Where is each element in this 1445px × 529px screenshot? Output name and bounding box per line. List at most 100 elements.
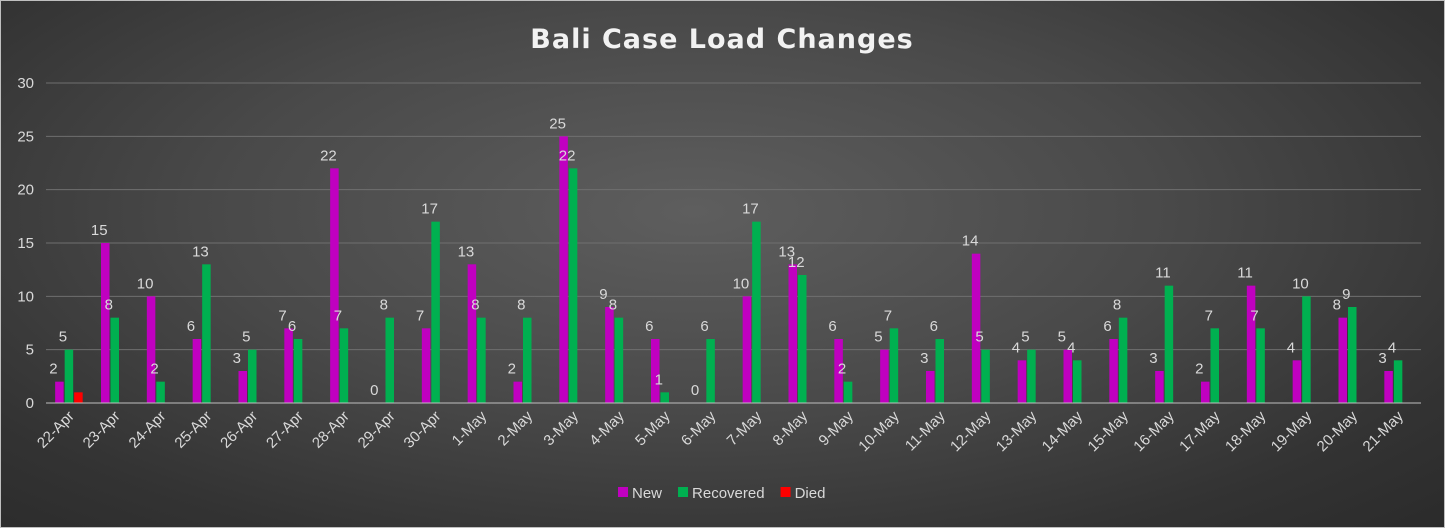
x-tick-label: 18-May — [1222, 407, 1270, 455]
data-label: 2 — [49, 361, 57, 378]
data-label: 7 — [334, 307, 342, 324]
data-label: 8 — [380, 297, 388, 314]
y-tick-label: 15 — [17, 235, 34, 252]
x-tick-label: 5-May — [632, 407, 674, 449]
data-label: 10 — [137, 275, 154, 292]
data-label: 6 — [288, 318, 296, 335]
bar-recovered — [293, 339, 303, 403]
data-label: 2 — [150, 361, 158, 378]
bar-new — [880, 349, 889, 403]
y-tick-label: 25 — [17, 128, 34, 145]
data-label: 10 — [1292, 275, 1309, 292]
bar-new — [834, 339, 843, 403]
legend-label-new: New — [632, 485, 662, 502]
bar-new — [421, 328, 431, 403]
x-tick-label: 28-Apr — [309, 408, 353, 452]
bar-recovered — [1393, 360, 1403, 403]
data-label: 17 — [421, 201, 438, 218]
bar-new — [284, 328, 293, 403]
x-tick-label: 24-Apr — [126, 408, 170, 452]
bar-new — [1338, 317, 1347, 403]
x-tick-label: 22-Apr — [34, 408, 78, 452]
x-tick-label: 14-May — [1039, 407, 1087, 455]
data-label: 17 — [742, 201, 759, 218]
data-label: 3 — [233, 350, 241, 367]
data-label: 7 — [278, 307, 286, 324]
bar-recovered — [248, 349, 257, 403]
data-label: 8 — [1113, 297, 1121, 314]
bar-new — [1201, 381, 1210, 403]
y-tick-label: 20 — [17, 182, 34, 199]
data-label: 22 — [559, 147, 576, 164]
bar-recovered — [1348, 307, 1357, 403]
x-tick-label: 2-May — [495, 407, 537, 449]
legend-swatch-new — [618, 487, 628, 497]
data-label: 5 — [1021, 329, 1029, 346]
bar-new — [1109, 339, 1118, 403]
x-tick-label: 8-May — [770, 407, 812, 449]
bars — [55, 136, 1403, 404]
x-tick-label: 3-May — [540, 407, 582, 449]
bar-recovered — [706, 339, 715, 403]
y-tick-label: 10 — [17, 288, 34, 305]
x-tick-label: 20-May — [1314, 407, 1362, 455]
bar-recovered — [156, 381, 165, 403]
x-tick-label: 12-May — [947, 407, 995, 455]
bar-recovered — [64, 349, 74, 403]
y-tick-label: 30 — [17, 75, 34, 92]
chart-title: Bali Case Load Changes — [530, 24, 913, 55]
bar-recovered — [798, 275, 807, 403]
x-tick-label: 27-Apr — [263, 408, 307, 452]
x-tick-label: 17-May — [1176, 407, 1224, 455]
x-tick-label: 4-May — [586, 407, 628, 449]
bar-recovered — [1118, 317, 1128, 403]
x-tick-label: 13-May — [993, 407, 1041, 455]
data-label: 8 — [1333, 297, 1341, 314]
bar-new — [467, 264, 477, 403]
bar-new — [651, 339, 660, 403]
bar-new — [192, 339, 202, 403]
bar-new — [55, 381, 64, 403]
bar-new — [146, 296, 156, 403]
bar-recovered — [523, 317, 532, 403]
data-label: 8 — [471, 297, 479, 314]
data-label: 9 — [1342, 286, 1350, 303]
data-label: 13 — [458, 243, 475, 260]
bar-new — [788, 264, 797, 403]
bar-died — [74, 392, 83, 403]
bar-new — [330, 168, 339, 403]
data-label: 13 — [192, 243, 209, 260]
data-label: 5 — [59, 329, 67, 346]
bar-recovered — [1256, 328, 1265, 403]
legend-swatch-recovered — [678, 487, 689, 497]
bar-recovered — [752, 221, 761, 403]
data-label: 15 — [91, 222, 108, 239]
x-tick-label: 10-May — [855, 407, 903, 455]
x-tick-label: 23-Apr — [80, 408, 124, 452]
bar-new — [513, 381, 522, 403]
bar-new — [238, 371, 247, 403]
bar-new — [926, 371, 935, 403]
bar-new — [605, 307, 614, 403]
bar-new — [559, 136, 568, 404]
data-label: 22 — [320, 147, 337, 164]
x-tick-label: 6-May — [678, 407, 720, 449]
data-label: 2 — [838, 361, 846, 378]
data-label: 6 — [700, 318, 708, 335]
x-tick-label: 21-May — [1360, 407, 1408, 455]
bar-recovered — [1027, 349, 1036, 403]
data-label: 11 — [1155, 265, 1171, 282]
data-label: 5 — [975, 329, 983, 346]
bar-new — [1063, 349, 1072, 403]
legend-swatch-died — [780, 487, 791, 497]
data-label: 8 — [517, 297, 525, 314]
x-tick-label: 11-May — [902, 407, 949, 454]
data-label: 6 — [1103, 318, 1111, 335]
data-label: 14 — [962, 233, 979, 250]
data-label: 11 — [1237, 265, 1253, 282]
bar-new — [1246, 285, 1256, 403]
bar-recovered — [660, 392, 669, 403]
legend: New Recovered Died — [618, 485, 825, 502]
y-tick-label: 0 — [26, 395, 34, 412]
